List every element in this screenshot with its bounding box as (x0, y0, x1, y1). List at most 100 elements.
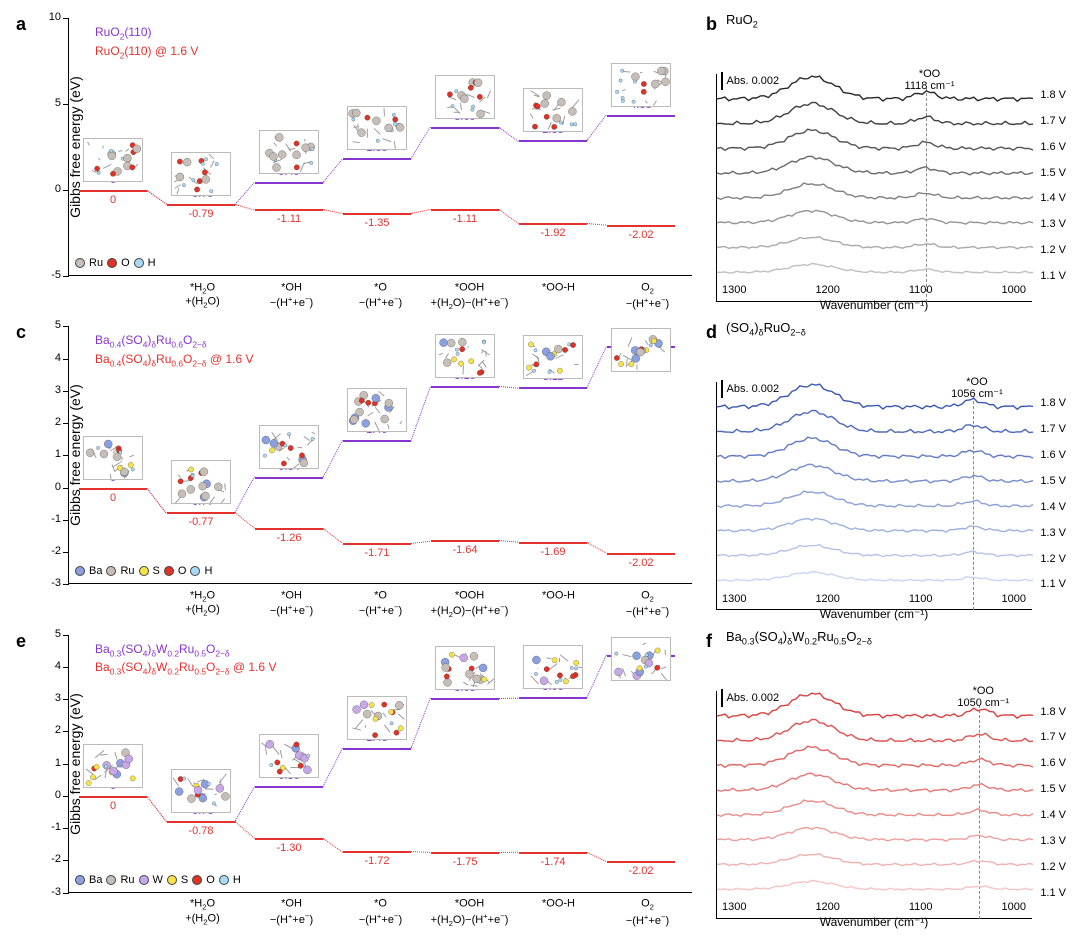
series-label: RuO2(110) (95, 24, 198, 43)
energy-value-red: -0.79 (179, 208, 223, 220)
energy-connector (499, 540, 518, 543)
energy-step-purple (519, 387, 588, 389)
series-legend: Ba0.3(SO4)δW0.2Ru0.5O2−δBa0.3(SO4)δW0.2R… (95, 641, 276, 678)
voltage-labels: 1.8 V1.7 V1.6 V1.5 V1.4 V1.3 V1.2 V1.1 V (1040, 89, 1066, 282)
y-tick-label: 3 (55, 384, 61, 396)
y-tick-label: 5 (55, 97, 61, 109)
energy-value-red: -1.35 (355, 217, 399, 229)
energy-step-red (607, 861, 676, 863)
atom-name: H (148, 257, 156, 269)
energy-step-red (431, 209, 500, 211)
atom-dot-H (134, 258, 144, 268)
energy-step-purple (519, 140, 588, 142)
voltage-label: 1.2 V (1040, 861, 1066, 873)
x-tick: 1200 (815, 593, 839, 605)
structure-thumbnail (83, 436, 143, 480)
energy-value-red: -1.64 (443, 544, 487, 556)
y-tick-label: -5 (51, 269, 61, 281)
structure-thumbnail (259, 734, 319, 778)
y-tick-label: 1 (55, 757, 61, 769)
energy-step-red (79, 190, 148, 192)
energy-step-purple (431, 698, 500, 700)
energy-connector (499, 852, 518, 853)
energy-value-red: -1.74 (531, 856, 575, 868)
panel-e: eGibbs free energy (eV)-3-2-10123450-0.7… (12, 629, 692, 927)
x-step-label: *OH−(H++e−) (247, 281, 336, 311)
x-tick: 1100 (909, 901, 933, 913)
x-step-label: *OO-H (514, 589, 603, 619)
x-step-label: *OO-H (514, 281, 603, 311)
x-step-label: *OOH+(H2O)−(H++e−) (425, 898, 514, 928)
y-tick (63, 423, 69, 424)
y-tick-label: 1 (55, 448, 61, 460)
voltage-label: 1.4 V (1040, 192, 1066, 204)
atom-name: O (178, 565, 187, 577)
energy-step-red (343, 213, 412, 215)
energy-step-red (519, 223, 588, 225)
panel-c: cGibbs free energy (eV)-3-2-10123450-0.7… (12, 320, 692, 618)
x-step-label (69, 589, 158, 619)
structure-thumbnail (171, 152, 231, 196)
energy-step-red (431, 540, 500, 542)
spectrum-title: Ba0.3(SO4)δW0.2Ru0.5O2−δ (726, 629, 872, 647)
y-tick (63, 359, 69, 360)
series-label: Ba0.4(SO4)δRu0.6O2−δ @ 1.6 V (95, 351, 253, 370)
energy-step-red (167, 821, 236, 823)
voltage-label: 1.6 V (1040, 141, 1066, 153)
atom-dot-S (167, 875, 177, 885)
energy-connector (587, 347, 607, 388)
series-label: RuO2(110) @ 1.6 V (95, 43, 198, 62)
x-tick: 1000 (1001, 593, 1025, 605)
energy-value-red: -1.92 (531, 227, 575, 239)
energy-value-red: -1.30 (267, 842, 311, 854)
energy-value-red: -1.72 (355, 855, 399, 867)
y-tick (63, 455, 69, 456)
atom-dot-O (107, 258, 117, 268)
atom-name: H (204, 565, 212, 577)
plot-area: Abs. 0.002*OO1050 cm⁻¹1.8 V1.7 V1.6 V1.5… (716, 691, 1032, 919)
voltage-label: 1.8 V (1040, 706, 1066, 718)
panel-label: d (706, 322, 717, 343)
voltage-label: 1.4 V (1040, 501, 1066, 513)
plot-area: -505100-0.790.491.853.692.884.380-0.79-1… (68, 18, 692, 276)
x-step-label: *OOH+(H2O)−(H++e−) (425, 281, 514, 311)
voltage-label: 1.1 V (1040, 270, 1066, 282)
structure-thumbnail (171, 769, 231, 813)
voltage-label: 1.6 V (1040, 449, 1066, 461)
energy-value-red: -1.69 (531, 546, 575, 558)
atom-name: S (181, 874, 188, 886)
energy-connector (587, 655, 607, 698)
atom-legend: BaRuSOH (75, 565, 212, 577)
energy-step-purple (607, 115, 676, 117)
x-step-label (69, 898, 158, 928)
energy-connector (587, 542, 607, 554)
y-tick-label: 0 (55, 789, 61, 801)
x-step-label: O2−(H++e−) (603, 898, 692, 928)
y-tick-label: 2 (55, 416, 61, 428)
energy-connector (411, 851, 430, 853)
energy-step-red (343, 543, 412, 545)
structure-thumbnail (435, 75, 495, 119)
atom-name: Ba (89, 565, 102, 577)
x-axis-label: Wavenumber (cm⁻¹) (716, 298, 1032, 312)
x-tick: 1300 (722, 901, 746, 913)
energy-connector (323, 158, 343, 182)
y-tick-label: 0 (55, 481, 61, 493)
x-step-label: *O−(H++e−) (336, 589, 425, 619)
x-axis-label: Wavenumber (cm⁻¹) (716, 915, 1032, 929)
atom-dot-Ba (75, 875, 85, 885)
atom-dot-Ru (106, 875, 116, 885)
voltage-label: 1.1 V (1040, 887, 1066, 899)
x-step-label: *O−(H++e−) (336, 281, 425, 311)
x-axis-labels: *H2O+(H2O)*OH−(H++e−)*O−(H++e−)*OOH+(H2O… (69, 589, 692, 619)
y-tick-label: 0 (55, 183, 61, 195)
energy-value-red: -0.77 (179, 516, 223, 528)
x-step-label: *OH−(H++e−) (247, 589, 336, 619)
energy-value-red: -1.71 (355, 547, 399, 559)
energy-connector (411, 540, 430, 543)
structure-thumbnail (83, 138, 143, 182)
x-tick: 1100 (909, 284, 933, 296)
energy-connector (235, 204, 255, 210)
figure-grid: aGibbs free energy (eV)-505100-0.790.491… (12, 12, 1068, 927)
energy-step-red (343, 851, 412, 853)
